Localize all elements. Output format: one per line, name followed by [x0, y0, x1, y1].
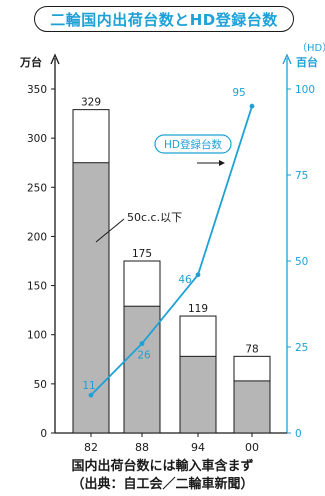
- left-axis-arrow-icon: [50, 53, 60, 65]
- hd-value-label: 95: [232, 87, 245, 99]
- left-axis-tick-label: 250: [27, 182, 47, 194]
- chart-footnote: 国内出荷台数には輸入車含まず （出典：自工会／二輪車新聞）: [0, 458, 325, 494]
- hd-legend-box: [154, 134, 232, 154]
- under50-annotation: 50c.c.以下: [127, 211, 182, 224]
- hd-value-label: 26: [137, 350, 151, 362]
- left-axis-tick-label: 200: [27, 231, 47, 243]
- under50-leader-line: [95, 218, 125, 243]
- left-axis-tick-label: 0: [40, 428, 47, 440]
- hd-legend-arrow-icon: [219, 160, 225, 166]
- right-axis-tick-label: 50: [295, 256, 308, 268]
- footnote-line-1: 国内出荷台数には輸入車含まず: [71, 459, 254, 474]
- hd-value-label: 11: [82, 380, 95, 392]
- left-axis-tick-label: 300: [27, 133, 47, 145]
- left-axis-tick-label: 50: [34, 379, 47, 391]
- left-axis-tick-label: 100: [27, 330, 47, 342]
- chart-title: 二輪国内出荷台数とHD登録台数: [34, 6, 294, 32]
- left-axis-unit: 万台: [19, 55, 42, 69]
- hd-line: [90, 105, 253, 396]
- hd-point: [195, 272, 201, 278]
- bar-value-label: 78: [245, 343, 258, 355]
- bar-under50: [123, 305, 161, 434]
- right-axis-tick-label: 100: [295, 84, 315, 96]
- bar-value-label: 329: [81, 97, 101, 109]
- bar-value-label: 175: [132, 248, 152, 260]
- right-axis-unit: 百台: [296, 55, 318, 69]
- bar-under50: [233, 380, 271, 434]
- footnote-line-2: （出典：自工会／二輪車新聞）: [71, 477, 254, 492]
- bar-value-label: 119: [188, 303, 208, 315]
- right-axis-tick-label: 25: [295, 342, 308, 354]
- x-axis-tick-label: 82: [84, 441, 98, 454]
- hd-point: [88, 392, 94, 398]
- right-axis-unit-top: （HD）: [297, 42, 325, 54]
- right-axis-tick-label: 0: [295, 428, 302, 440]
- left-axis-tick-label: 150: [27, 281, 47, 293]
- x-axis-tick-label: 88: [135, 441, 149, 454]
- left-axis-tick-label: 350: [27, 84, 47, 96]
- right-axis-arrow-icon: [282, 53, 292, 65]
- x-axis-tick-label: 94: [191, 441, 205, 454]
- hd-value-label: 46: [178, 274, 192, 286]
- bar-under50: [179, 355, 217, 434]
- hd-point: [249, 103, 255, 109]
- hd-legend-label: HD登録台数: [164, 138, 222, 151]
- right-axis-tick-label: 75: [295, 170, 308, 182]
- bar-under50: [72, 162, 110, 434]
- x-axis-tick-label: 00: [245, 441, 259, 454]
- hd-point: [139, 341, 145, 346]
